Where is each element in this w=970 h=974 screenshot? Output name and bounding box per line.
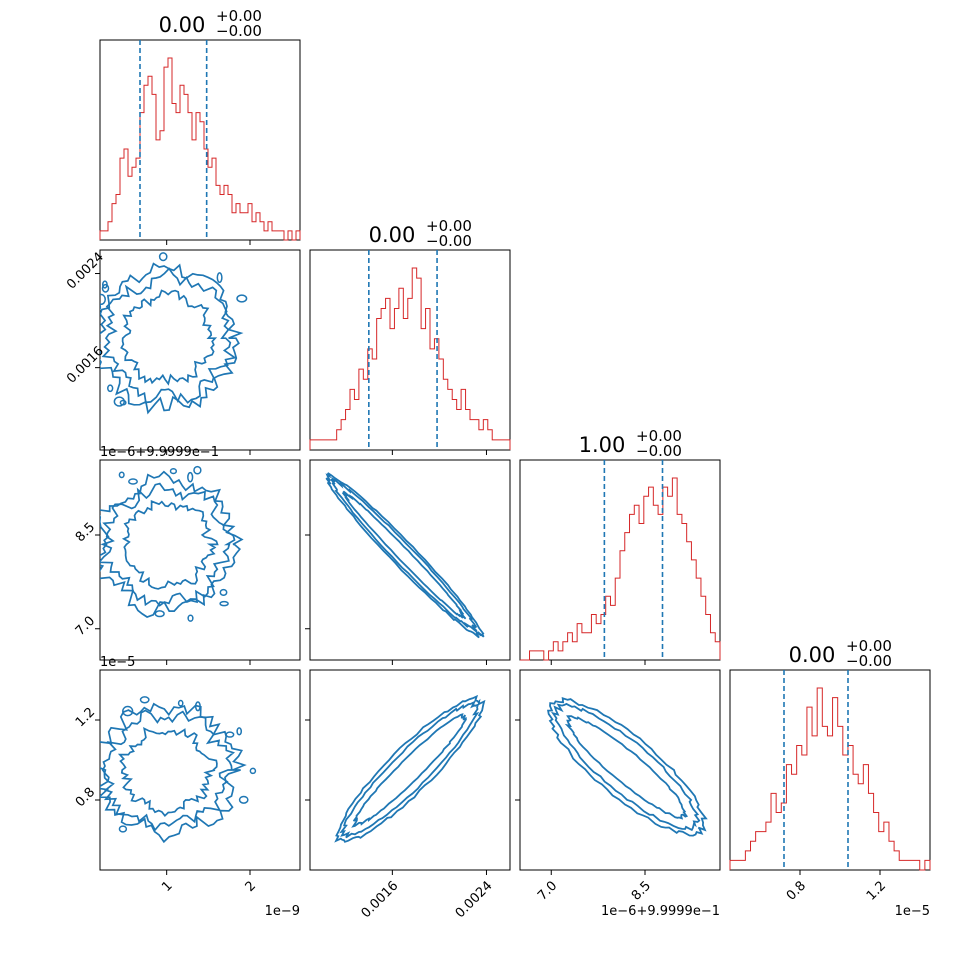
- yoffset-label-2: 1e−6+9.9999e−1: [100, 445, 219, 460]
- contour-island-1-0-6: [216, 272, 223, 284]
- hist-title-minus-2: −0.00: [636, 442, 682, 460]
- contour-panel-3-1: [309, 669, 511, 871]
- xtick-label-0-1: 2: [243, 878, 259, 894]
- hist-title-plus-0: +0.00: [216, 7, 262, 25]
- contour-frame-3-0: [99, 669, 301, 871]
- xoffset-label-3: 1e−5: [895, 904, 930, 919]
- hist-bars-1: [309, 267, 511, 450]
- contour-level-3-2-0: [547, 697, 708, 837]
- contour-level-1-0-1: [101, 267, 237, 404]
- contour-island-2-0-1: [118, 471, 125, 479]
- contour-panel-3-0: [86, 669, 301, 871]
- hist-panel-0: 0.00 +0.00−0.00: [99, 7, 301, 241]
- contour-island-3-0-5: [225, 731, 235, 738]
- hist-frame-3: [729, 669, 931, 871]
- contour-level-1-0-2: [120, 289, 218, 386]
- contour-island-3-0-0: [236, 727, 243, 736]
- contour-island-3-0-9: [238, 795, 249, 804]
- contour-island-1-0-3: [158, 252, 168, 262]
- contour-island-3-0-7: [139, 696, 150, 704]
- contour-island-2-0-0: [154, 610, 165, 618]
- xtick-label-0-0: 1: [159, 878, 175, 894]
- hist-title-plus-1: +0.00: [426, 217, 472, 235]
- xtick-label-2-0: 7.0: [535, 878, 560, 903]
- hist-bars-2: [520, 477, 721, 661]
- xtick-label-2-1: 8.5: [629, 878, 654, 903]
- hist-title-plus-2: +0.00: [636, 427, 682, 445]
- hist-title-3: 0.00: [789, 643, 836, 667]
- xtick-label-1-0: 0.0016: [359, 878, 402, 921]
- contour-island-1-0-4: [107, 384, 114, 393]
- xtick-label-3-0: 0.8: [784, 878, 809, 903]
- contour-island-3-0-3: [249, 767, 257, 775]
- contour-level-3-1-1: [339, 700, 480, 839]
- contour-island-3-0-6: [86, 767, 91, 777]
- contour-island-3-0-2: [122, 705, 134, 717]
- contour-island-1-0-9: [101, 280, 108, 289]
- xoffset-label-0: 1e−9: [265, 904, 300, 919]
- xtick-label-1-1: 0.0024: [453, 878, 496, 921]
- yoffset-label-3: 1e−5: [100, 655, 135, 670]
- contour-frame-3-2: [519, 669, 721, 871]
- contour-panel-3-2: [519, 669, 721, 871]
- contour-level-2-1-1: [330, 477, 478, 634]
- contour-level-2-0-2: [121, 500, 219, 590]
- contour-island-3-0-1: [194, 701, 201, 712]
- ytick-label-2-1: 8.5: [73, 520, 98, 545]
- hist-panel-3: 0.00 +0.00−0.00: [729, 637, 931, 871]
- contour-level-2-1-0: [325, 472, 485, 639]
- ytick-label-3-1: 1.2: [73, 705, 98, 730]
- contour-frame-3-1: [309, 669, 511, 871]
- xoffset-label-2: 1e−6+9.9999e−1: [601, 904, 720, 919]
- hist-bars-3: [729, 687, 931, 871]
- contour-island-2-0-9: [219, 588, 228, 596]
- contour-frame-1-0: [99, 249, 301, 451]
- contour-island-1-0-2: [100, 303, 102, 311]
- contour-island-1-0-5: [236, 294, 248, 303]
- xtick-label-3-1: 1.2: [864, 878, 889, 903]
- contour-island-2-0-6: [187, 614, 194, 622]
- contour-level-1-0-0: [100, 262, 244, 415]
- ytick-label-3-0: 0.8: [73, 785, 98, 810]
- contour-level-3-1-2: [351, 713, 467, 828]
- hist-frame-1: [309, 249, 511, 451]
- hist-panel-2: 1.00 +0.00−0.00: [519, 427, 721, 661]
- hist-title-minus-0: −0.00: [216, 22, 262, 40]
- contour-island-2-0-7: [84, 575, 91, 582]
- contour-frame-2-0: [99, 459, 301, 661]
- hist-title-2: 1.00: [579, 433, 626, 457]
- hist-title-0: 0.00: [159, 13, 206, 37]
- hist-title-minus-3: −0.00: [846, 652, 892, 670]
- contour-island-3-0-8: [118, 825, 128, 833]
- contour-level-3-2-1: [550, 702, 701, 832]
- ytick-label-2-0: 7.0: [73, 614, 98, 639]
- contour-level-2-0-0: [100, 470, 244, 618]
- contour-panel-2-0: [84, 459, 301, 661]
- contour-island-2-0-4: [128, 478, 138, 485]
- contour-island-2-0-3: [193, 465, 202, 475]
- contour-panel-1-0: [99, 249, 301, 451]
- hist-title-1: 0.00: [369, 223, 416, 247]
- contour-island-1-0-8: [113, 396, 125, 407]
- contour-island-1-0-1: [101, 283, 110, 293]
- contour-island-1-0-0: [100, 293, 106, 306]
- hist-title-plus-3: +0.00: [846, 637, 892, 655]
- contour-level-3-0-2: [117, 726, 218, 817]
- contour-level-3-1-0: [334, 694, 486, 843]
- hist-frame-0: [99, 39, 301, 241]
- hist-title-minus-1: −0.00: [426, 232, 472, 250]
- contour-island-2-0-5: [219, 600, 229, 607]
- contour-level-2-1-2: [341, 490, 467, 620]
- contour-level-3-2-2: [564, 715, 689, 820]
- contour-island-3-0-4: [177, 699, 184, 707]
- contour-island-2-0-8: [169, 467, 178, 475]
- hist-bars-0: [99, 57, 301, 241]
- hist-panel-1: 0.00 +0.00−0.00: [309, 217, 511, 451]
- contour-level-2-0-1: [100, 482, 236, 607]
- contour-level-3-0-1: [101, 709, 236, 832]
- contour-panel-2-1: [309, 459, 511, 661]
- contour-island-2-0-2: [187, 471, 194, 483]
